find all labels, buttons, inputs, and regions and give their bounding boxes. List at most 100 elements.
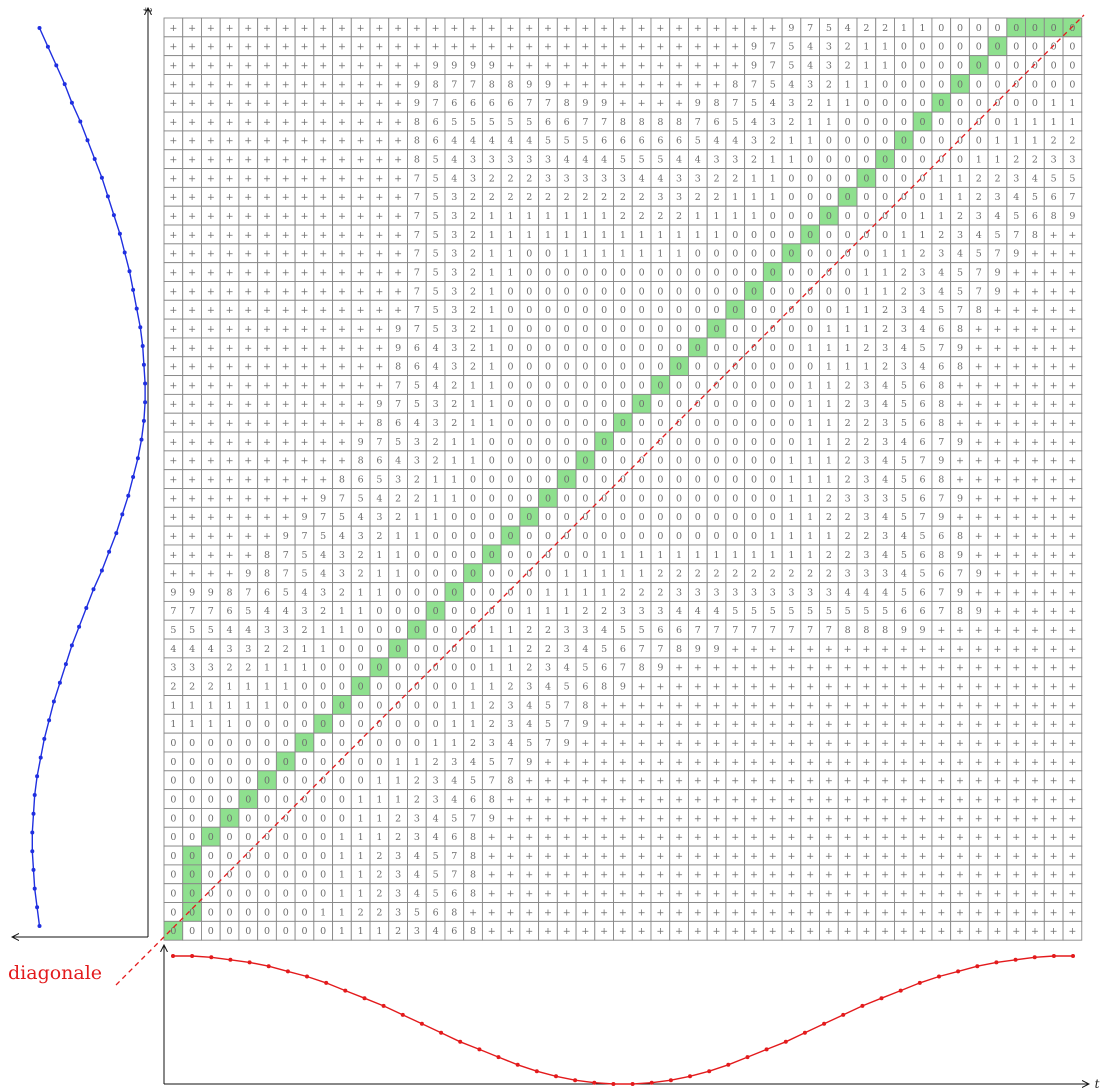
matrix-cell-value: 1 [751, 550, 757, 561]
matrix-cell-value: 1 [358, 606, 364, 617]
matrix-cell-value: 0 [320, 757, 326, 768]
matrix-cell-value: + [881, 870, 889, 881]
matrix-cell-value: + [1050, 776, 1058, 787]
matrix-cell-value: + [937, 719, 945, 730]
matrix-cell-value: 1 [882, 286, 888, 297]
matrix-cell-value: + [226, 79, 234, 90]
matrix-cell-value: 0 [564, 456, 570, 467]
matrix-cell-value: 0 [433, 625, 439, 636]
matrix-cell-value: + [825, 776, 833, 787]
matrix-cell-value: 3 [863, 456, 869, 467]
matrix-cell-value: 5 [301, 550, 307, 561]
matrix-cell-value: 3 [920, 267, 926, 278]
matrix-cell-value: 1 [788, 493, 794, 504]
matrix-cell-value: + [975, 474, 983, 485]
matrix-cell-value: 0 [732, 437, 738, 448]
matrix-cell-value: 1 [489, 625, 495, 636]
matrix-cell-value: + [750, 738, 758, 749]
matrix-cell-value: + [1068, 719, 1076, 730]
bottom-axis: t [164, 945, 1100, 1090]
matrix-cell-value: + [956, 625, 964, 636]
matrix-cell-value: 9 [620, 682, 626, 693]
matrix-cell-value: + [357, 267, 365, 278]
matrix-cell-value: + [319, 23, 327, 34]
matrix-cell-value: + [169, 155, 177, 166]
matrix-cell-value: 0 [1032, 42, 1038, 53]
matrix-cell-value: + [956, 700, 964, 711]
matrix-cell-value: 0 [526, 380, 532, 391]
matrix-cell-value: 3 [395, 889, 401, 900]
matrix-cell-value: 3 [770, 117, 776, 128]
matrix-cell-value: 3 [507, 155, 513, 166]
matrix-cell-value: + [188, 267, 196, 278]
matrix-cell-value: 4 [208, 644, 214, 655]
matrix-cell-value: 0 [901, 173, 907, 184]
matrix-cell-value: + [394, 211, 402, 222]
matrix-cell-value: 3 [451, 757, 457, 768]
matrix-cell-value: + [881, 813, 889, 824]
matrix-cell-value: 2 [657, 569, 663, 580]
matrix-cell-value: + [300, 136, 308, 147]
matrix-cell-value: + [1012, 474, 1020, 485]
matrix-cell-value: 7 [994, 249, 1000, 260]
matrix-cell-value: 5 [283, 587, 289, 598]
matrix-cell-value: 2 [451, 399, 457, 410]
matrix-cell-value: 0 [1013, 98, 1019, 109]
matrix-cell-value: + [937, 682, 945, 693]
matrix-cell-value: + [600, 851, 608, 862]
matrix-cell-value: 4 [451, 776, 457, 787]
matrix-cell-value: + [1050, 851, 1058, 862]
matrix-cell-value: 0 [826, 192, 832, 203]
matrix-cell-value: 1 [507, 267, 513, 278]
matrix-cell-value: 5 [545, 700, 551, 711]
matrix-cell-value: + [319, 456, 327, 467]
matrix-cell-value: 1 [620, 550, 626, 561]
matrix-cell-value: 0 [451, 682, 457, 693]
matrix-cell-value: + [844, 813, 852, 824]
matrix-cell-value: + [1031, 437, 1039, 448]
matrix-cell-value: 2 [845, 550, 851, 561]
matrix-cell-value: 2 [489, 700, 495, 711]
matrix-cell-value: 1 [826, 98, 832, 109]
left-series-point [31, 867, 36, 872]
matrix-cell-value: + [638, 889, 646, 900]
matrix-cell-value: + [619, 738, 627, 749]
matrix-cell-value: + [169, 362, 177, 373]
matrix-cell-value: + [1050, 324, 1058, 335]
matrix-cell-value: + [694, 719, 702, 730]
matrix-cell-value: 0 [714, 399, 720, 410]
matrix-cell-value: 0 [901, 211, 907, 222]
matrix-cell-value: + [1012, 606, 1020, 617]
matrix-cell-value: 0 [376, 663, 382, 674]
matrix-cell-value: + [619, 776, 627, 787]
matrix-cell-value: + [806, 644, 814, 655]
matrix-cell-value: 0 [751, 418, 757, 429]
matrix-cell-value: 0 [170, 907, 176, 918]
matrix-cell-value: 3 [676, 587, 682, 598]
matrix-cell-value: 7 [545, 98, 551, 109]
matrix-cell-value: + [169, 249, 177, 260]
matrix-cell-value: 4 [526, 136, 532, 147]
matrix-cell-value: 3 [994, 192, 1000, 203]
matrix-cell-value: 0 [657, 286, 663, 297]
matrix-cell-value: 0 [920, 98, 926, 109]
matrix-cell-value: 0 [732, 249, 738, 260]
matrix-cell-value: + [619, 98, 627, 109]
matrix-cell-value: 0 [376, 757, 382, 768]
matrix-cell-value: + [207, 493, 215, 504]
matrix-cell-value: 2 [788, 117, 794, 128]
matrix-cell-value: + [1031, 286, 1039, 297]
matrix-cell-value: 7 [245, 587, 251, 598]
matrix-cell-value: + [563, 79, 571, 90]
matrix-cell-value: 0 [545, 380, 551, 391]
matrix-cell-value: + [226, 305, 234, 316]
matrix-cell-value: 0 [714, 305, 720, 316]
matrix-cell-value: 0 [376, 738, 382, 749]
matrix-cell-value: 0 [339, 738, 345, 749]
matrix-cell-value: 0 [189, 907, 195, 918]
matrix-cell-value: 8 [1051, 211, 1057, 222]
matrix-cell-value: 0 [751, 230, 757, 241]
matrix-cell-value: 0 [882, 79, 888, 90]
matrix-cell-value: + [263, 380, 271, 391]
matrix-cell-value: 0 [245, 738, 251, 749]
